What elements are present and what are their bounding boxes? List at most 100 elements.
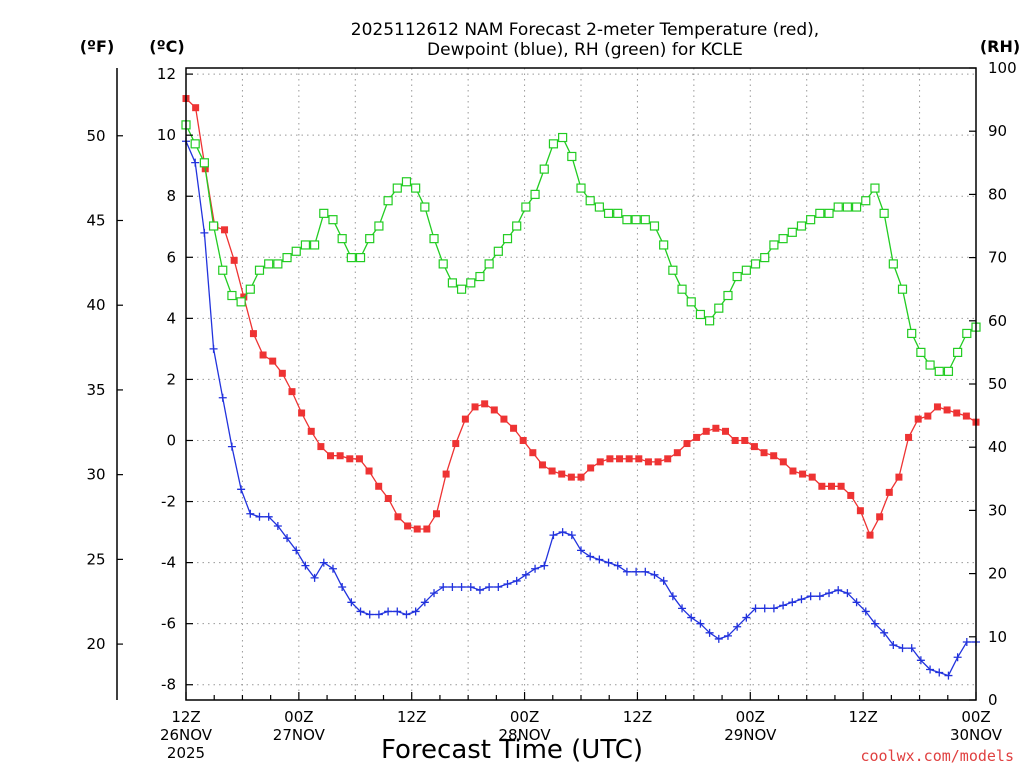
temperature-point: [799, 470, 807, 478]
temperature-point: [760, 449, 768, 457]
y-tick-label-fahrenheit: 20: [86, 635, 105, 653]
temperature-point: [702, 427, 710, 435]
temperature-point: [943, 406, 951, 414]
rh-point: [245, 284, 255, 294]
temperature-point: [606, 455, 614, 463]
x-tick-label: 28NOV: [499, 726, 552, 744]
temperature-point: [538, 461, 546, 469]
dewpoint-point: [769, 604, 778, 613]
credit-link[interactable]: coolwx.com/models: [860, 747, 1014, 765]
dewpoint-point: [604, 558, 613, 567]
dewpoint-point: [264, 512, 273, 521]
x-tick-label: 12Z: [171, 708, 200, 726]
dewpoint-point: [485, 583, 494, 592]
rh-point: [613, 208, 623, 218]
series-line-dewpoint: [185, 141, 976, 677]
dewpoint-point: [880, 628, 889, 637]
rh-point: [897, 284, 908, 294]
dewpoint-point: [466, 583, 475, 592]
y-tick-label-rh: 20: [988, 565, 1007, 583]
dewpoint-point: [273, 521, 282, 530]
temperature-point: [375, 482, 383, 490]
dewpoint-point: [742, 613, 751, 622]
dewpoint-point: [760, 604, 769, 613]
y-tick-label-rh: 40: [988, 438, 1007, 456]
temperature-point: [413, 525, 421, 533]
temperature-point: [500, 415, 508, 423]
dewpoint-point: [292, 546, 301, 555]
rh-point: [640, 215, 650, 225]
rh-point: [622, 215, 632, 225]
temperature-point: [558, 470, 566, 478]
rh-point: [760, 253, 770, 263]
dewpoint-point: [825, 589, 834, 598]
x-tick-label: 12Z: [623, 708, 652, 726]
rh-point: [539, 164, 549, 174]
rh-point: [548, 139, 559, 149]
rh-point: [530, 189, 540, 199]
temperature-point: [192, 104, 200, 112]
temperature-point: [327, 452, 335, 460]
rh-point: [466, 278, 476, 288]
rh-point: [264, 259, 274, 269]
temperature-point: [866, 531, 874, 539]
x-tick-label: 29NOV: [724, 726, 777, 744]
temperature-point: [336, 452, 344, 460]
dewpoint-point: [678, 604, 687, 613]
rh-point: [392, 183, 402, 193]
temperature-point: [837, 482, 845, 490]
dewpoint-point: [475, 586, 484, 595]
rh-point: [916, 347, 926, 357]
dewpoint-point: [540, 561, 549, 570]
dewpoint-point: [237, 485, 246, 494]
temperature-point: [635, 455, 643, 463]
y-tick-label-celsius: 10: [157, 126, 176, 144]
y-tick-label-fahrenheit: 40: [86, 296, 105, 314]
y-tick-label-celsius: -4: [161, 554, 176, 572]
dewpoint-point: [503, 579, 512, 588]
x-axis-label: Forecast Time (UTC): [381, 735, 643, 765]
temperature-point: [712, 424, 720, 432]
dewpoint-point: [558, 528, 567, 537]
temperature-point: [818, 482, 826, 490]
rh-point: [310, 240, 320, 250]
dewpoint-point: [705, 628, 714, 637]
rh-point: [879, 208, 889, 218]
x-tick-label: 00Z: [510, 708, 539, 726]
temperature-point: [827, 482, 835, 490]
temperature-point: [481, 400, 489, 408]
dewpoint-point: [944, 671, 953, 680]
rh-point: [383, 196, 393, 206]
rh-point: [824, 208, 834, 218]
rh-point: [337, 234, 347, 244]
rh-point: [668, 265, 678, 275]
rh-point: [907, 328, 917, 339]
rh-point: [190, 139, 200, 149]
rh-point: [374, 221, 384, 231]
temperature-point: [298, 409, 306, 417]
dewpoint-point: [714, 634, 723, 643]
temperature-point: [317, 443, 325, 451]
dewpoint-point: [577, 546, 585, 555]
dewpoint-point: [365, 610, 374, 619]
dewpoint-point: [916, 656, 925, 665]
dewpoint-point: [779, 601, 788, 610]
temperature-point: [423, 525, 431, 533]
x-tick-label: 26NOV: [160, 726, 213, 744]
dewpoint-point: [255, 512, 264, 521]
dewpoint-point: [586, 552, 595, 561]
unit-label-celsius: (ºC): [149, 37, 184, 56]
temperature-point: [693, 433, 701, 441]
rh-point: [365, 234, 375, 244]
y-tick-label-celsius: 4: [166, 309, 176, 327]
temperature-point: [673, 449, 681, 457]
rh-point: [456, 284, 467, 294]
temperature-point: [221, 226, 229, 234]
temperature-point: [230, 256, 238, 264]
dewpoint-point: [200, 228, 209, 237]
dewpoint-point: [953, 653, 962, 662]
temperature-point: [905, 433, 913, 441]
y-tick-label-celsius: 2: [166, 370, 176, 388]
dewpoint-point: [531, 564, 540, 573]
